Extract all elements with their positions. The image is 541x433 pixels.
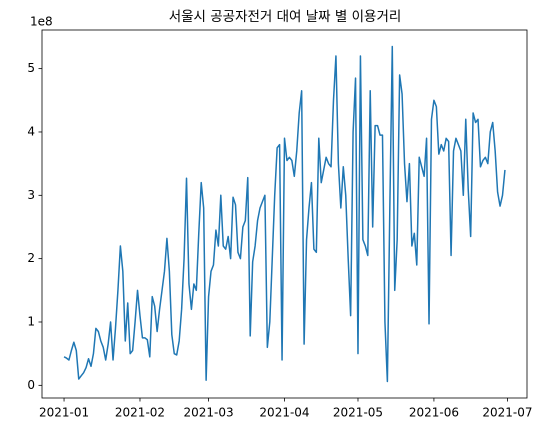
y-tick-label: 0 [27, 378, 35, 392]
x-tick-label: 2021-05 [333, 406, 383, 420]
chart-title: 서울시 공공자전거 대여 날짜 별 이용거리 [169, 9, 402, 25]
y-tick-label: 5 [27, 61, 35, 75]
x-tick-label: 2021-02 [115, 406, 165, 420]
y-tick-label: 4 [27, 124, 35, 138]
y-offset-label: 1e8 [30, 15, 53, 29]
y-tick-label: 3 [27, 188, 35, 202]
x-tick-label: 2021-01 [39, 406, 89, 420]
x-tick-label: 2021-03 [183, 406, 233, 420]
plot-frame [41, 29, 528, 399]
x-tick-label: 2021-07 [482, 406, 532, 420]
x-tick-label: 2021-04 [259, 406, 309, 420]
line [63, 45, 506, 383]
y-tick-label: 1 [27, 314, 35, 328]
x-tick-label: 2021-06 [409, 406, 459, 420]
y-tick-label: 2 [27, 251, 35, 265]
